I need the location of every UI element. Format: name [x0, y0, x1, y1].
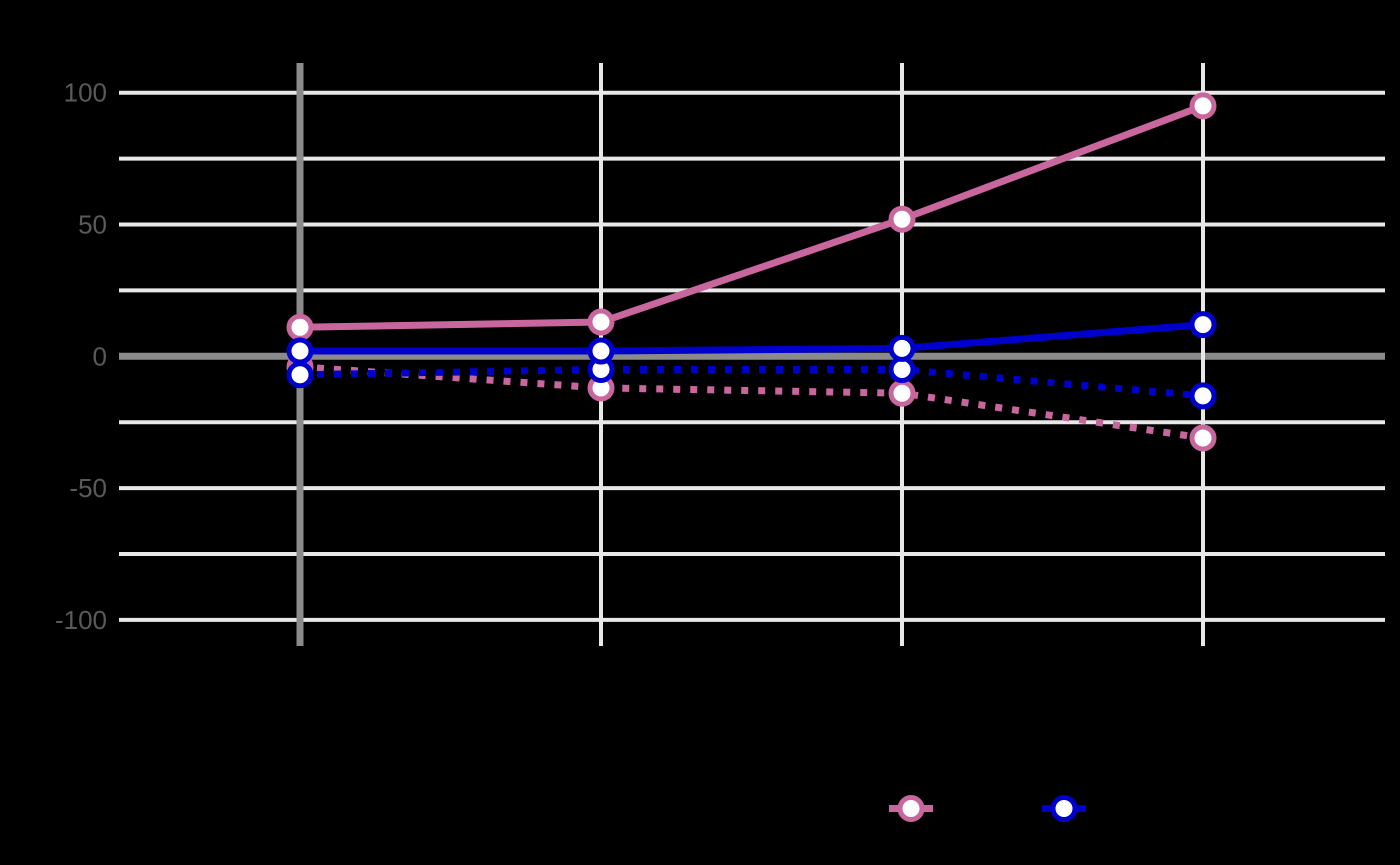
y-tick-label: 50: [78, 210, 107, 240]
series-line-blue-solid: [300, 321, 1204, 355]
data-point-marker-pink-solid: [587, 308, 615, 336]
legend-marker-pink: [897, 795, 925, 822]
series-line-blue-dotted: [299, 365, 1204, 400]
data-point-marker-pink-dotted: [888, 379, 916, 407]
data-point-marker-blue-dotted: [286, 361, 314, 389]
legend-marker-blue: [1050, 795, 1078, 822]
data-point-marker-pink-dotted: [1189, 424, 1217, 452]
data-point-marker-blue-solid: [286, 337, 314, 365]
series-line-pink-dotted: [299, 363, 1204, 442]
y-tick-label: -50: [69, 473, 107, 503]
y-tick-label: -100: [55, 605, 107, 635]
data-point-marker-pink-solid: [286, 313, 314, 341]
data-point-marker-blue-dotted: [1189, 382, 1217, 410]
data-point-marker-blue-solid: [1189, 311, 1217, 339]
y-tick-label: 100: [64, 78, 107, 108]
y-tick-label: 0: [93, 341, 107, 371]
data-point-marker-blue-solid: [888, 334, 916, 362]
data-point-marker-pink-solid: [1189, 92, 1217, 120]
data-point-marker-blue-solid: [587, 337, 615, 365]
data-point-marker-pink-solid: [888, 205, 916, 233]
series-line-pink-solid: [299, 102, 1205, 331]
